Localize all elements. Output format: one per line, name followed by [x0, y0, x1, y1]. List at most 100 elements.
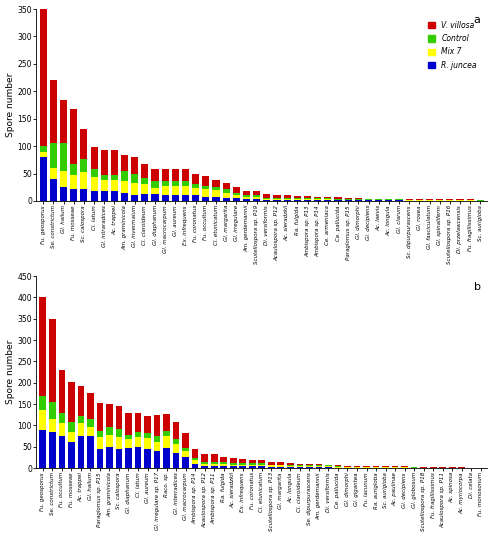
- Bar: [243, 191, 250, 195]
- Bar: [182, 451, 189, 458]
- Bar: [70, 164, 77, 175]
- Bar: [325, 466, 332, 467]
- Bar: [172, 186, 179, 195]
- Bar: [87, 419, 94, 427]
- Bar: [163, 415, 170, 431]
- Bar: [316, 466, 322, 467]
- Bar: [91, 169, 98, 177]
- Bar: [201, 454, 208, 462]
- Bar: [60, 187, 67, 201]
- Bar: [382, 466, 389, 467]
- Bar: [353, 466, 360, 467]
- Bar: [287, 467, 294, 468]
- Bar: [233, 193, 240, 195]
- Bar: [192, 460, 199, 464]
- Bar: [306, 467, 313, 468]
- Bar: [135, 447, 141, 468]
- Bar: [121, 155, 128, 171]
- Bar: [141, 185, 148, 194]
- Legend: V. villosa, Control, Mix 7, R. juncea: V. villosa, Control, Mix 7, R. juncea: [426, 19, 479, 72]
- Bar: [154, 441, 160, 451]
- Bar: [49, 432, 56, 468]
- Bar: [101, 150, 108, 175]
- Bar: [294, 198, 301, 199]
- Bar: [345, 200, 352, 201]
- Bar: [316, 464, 322, 466]
- Bar: [87, 394, 94, 419]
- Bar: [258, 460, 265, 463]
- Bar: [121, 181, 128, 193]
- Bar: [365, 200, 372, 201]
- Bar: [68, 432, 74, 442]
- Bar: [172, 181, 179, 186]
- Bar: [135, 413, 141, 432]
- Bar: [131, 157, 138, 173]
- Bar: [163, 447, 170, 468]
- Bar: [77, 423, 84, 436]
- Bar: [334, 197, 342, 199]
- Bar: [202, 186, 210, 189]
- Bar: [111, 180, 118, 191]
- Bar: [240, 463, 246, 465]
- Bar: [316, 467, 322, 468]
- Bar: [91, 147, 98, 169]
- Bar: [314, 197, 321, 198]
- Bar: [233, 198, 240, 201]
- Bar: [325, 465, 332, 466]
- Bar: [192, 195, 199, 201]
- Bar: [223, 193, 230, 198]
- Bar: [233, 187, 240, 193]
- Bar: [116, 406, 122, 429]
- Bar: [39, 146, 47, 151]
- Bar: [162, 169, 169, 181]
- Bar: [173, 444, 179, 453]
- Bar: [278, 462, 284, 465]
- Bar: [201, 462, 208, 464]
- Bar: [154, 437, 160, 441]
- Bar: [202, 189, 210, 197]
- Bar: [446, 200, 454, 201]
- Bar: [182, 195, 189, 201]
- Bar: [162, 181, 169, 186]
- Bar: [111, 150, 118, 175]
- Bar: [406, 200, 413, 201]
- Bar: [278, 467, 284, 468]
- Bar: [106, 404, 113, 427]
- Bar: [363, 466, 370, 467]
- Bar: [268, 466, 275, 467]
- Bar: [365, 199, 372, 200]
- Bar: [258, 463, 265, 465]
- Bar: [101, 175, 108, 180]
- Bar: [466, 199, 474, 200]
- Bar: [220, 464, 227, 466]
- Bar: [125, 447, 132, 468]
- Bar: [324, 200, 331, 201]
- Bar: [70, 175, 77, 189]
- Bar: [50, 168, 57, 179]
- Bar: [68, 423, 74, 432]
- Bar: [192, 458, 199, 460]
- Bar: [258, 465, 265, 466]
- Bar: [211, 464, 217, 466]
- Bar: [111, 191, 118, 201]
- Bar: [59, 370, 65, 412]
- Text: b: b: [474, 282, 481, 292]
- Bar: [151, 181, 159, 188]
- Bar: [466, 200, 474, 201]
- Bar: [80, 172, 87, 189]
- Text: a: a: [474, 15, 481, 25]
- Bar: [243, 197, 250, 199]
- Bar: [162, 195, 169, 201]
- Bar: [182, 169, 189, 181]
- Bar: [446, 199, 454, 200]
- Bar: [50, 81, 57, 143]
- Bar: [416, 199, 423, 200]
- Bar: [324, 197, 331, 198]
- Bar: [163, 436, 170, 447]
- Bar: [211, 462, 217, 464]
- Bar: [283, 198, 291, 199]
- Bar: [97, 437, 103, 449]
- Bar: [182, 433, 189, 447]
- Bar: [106, 427, 113, 435]
- Bar: [249, 466, 255, 468]
